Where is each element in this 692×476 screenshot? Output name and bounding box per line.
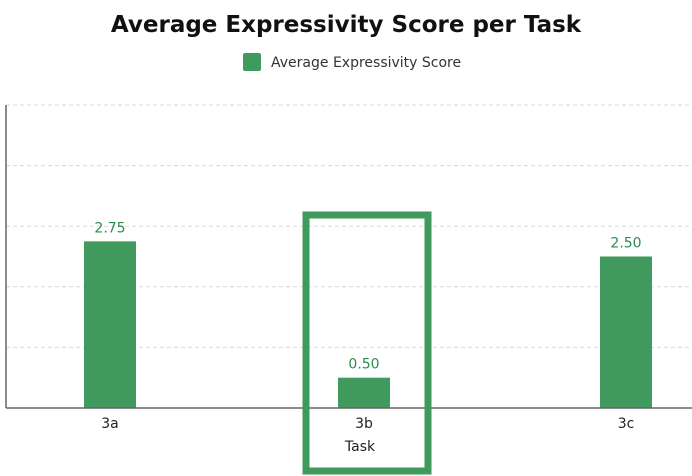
data-label-3c: 2.50 [610,236,641,252]
highlight-box [302,211,432,475]
bar-3a [84,241,136,408]
legend-swatch [243,53,261,71]
data-label-3a: 2.75 [94,220,125,236]
x-tick-label-3b: 3b [355,416,373,432]
x-tick-labels: 3a 3b 3c [101,416,634,432]
bars [84,241,652,408]
x-tick-label-3a: 3a [101,416,119,432]
chart-title: Average Expressivity Score per Task [111,12,582,38]
x-tick-label-3c: 3c [618,416,635,432]
legend-label: Average Expressivity Score [271,55,461,71]
legend: Average Expressivity Score [243,53,461,71]
bar-3c [600,256,652,408]
bar-3b [338,377,390,408]
x-axis-label: Task [344,439,376,455]
data-label-3b: 0.50 [348,357,379,373]
data-labels: 2.75 0.50 2.50 [94,220,641,372]
